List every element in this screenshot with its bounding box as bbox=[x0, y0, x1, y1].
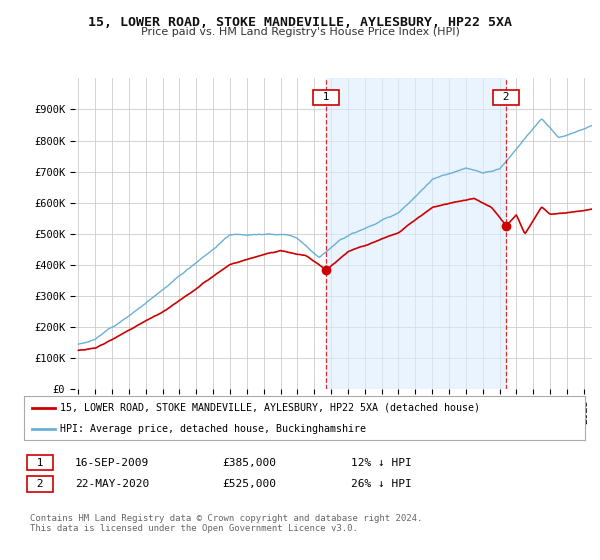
Text: 26% ↓ HPI: 26% ↓ HPI bbox=[351, 479, 412, 489]
Text: HPI: Average price, detached house, Buckinghamshire: HPI: Average price, detached house, Buck… bbox=[61, 424, 367, 433]
Bar bbox=[326, 78, 506, 389]
Text: Price paid vs. HM Land Registry's House Price Index (HPI): Price paid vs. HM Land Registry's House … bbox=[140, 27, 460, 37]
Text: 15, LOWER ROAD, STOKE MANDEVILLE, AYLESBURY, HP22 5XA (detached house): 15, LOWER ROAD, STOKE MANDEVILLE, AYLESB… bbox=[61, 403, 481, 413]
Text: £525,000: £525,000 bbox=[222, 479, 276, 489]
Text: 1: 1 bbox=[30, 458, 50, 468]
Text: 2: 2 bbox=[496, 92, 516, 102]
Text: £385,000: £385,000 bbox=[222, 458, 276, 468]
Text: 22-MAY-2020: 22-MAY-2020 bbox=[75, 479, 149, 489]
Text: 1: 1 bbox=[316, 92, 337, 102]
Text: 16-SEP-2009: 16-SEP-2009 bbox=[75, 458, 149, 468]
Text: 12% ↓ HPI: 12% ↓ HPI bbox=[351, 458, 412, 468]
Text: 2: 2 bbox=[30, 479, 50, 489]
Text: Contains HM Land Registry data © Crown copyright and database right 2024.
This d: Contains HM Land Registry data © Crown c… bbox=[30, 514, 422, 534]
Text: 15, LOWER ROAD, STOKE MANDEVILLE, AYLESBURY, HP22 5XA: 15, LOWER ROAD, STOKE MANDEVILLE, AYLESB… bbox=[88, 16, 512, 29]
